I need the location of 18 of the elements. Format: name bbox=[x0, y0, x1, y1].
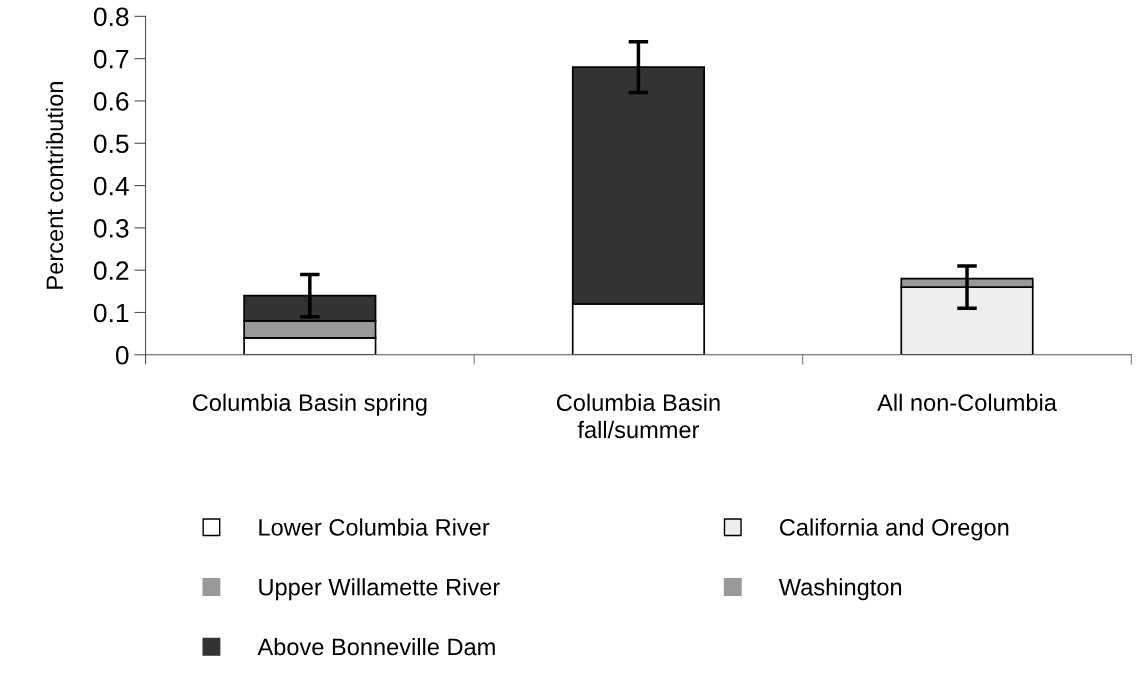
y-tick-label: 0.3 bbox=[93, 219, 129, 238]
x-tick-label: Columbia Basin spring bbox=[192, 393, 427, 416]
y-tick-label: 0.5 bbox=[93, 134, 129, 154]
legend-label: Upper Willamette River bbox=[259, 578, 500, 601]
x-tick-label: Columbia Basin fall/summer bbox=[556, 393, 720, 439]
y-tick-label: 0 bbox=[115, 345, 129, 365]
legend-label: California and Oregon bbox=[780, 518, 1009, 541]
legend-label: Washington bbox=[778, 578, 902, 601]
legend-label: Above Bonneville Dam bbox=[257, 637, 495, 656]
y-tick-label: 0.4 bbox=[93, 176, 129, 196]
y-tick-label: 0.1 bbox=[93, 303, 129, 323]
legend-label: Lower Columbia River bbox=[259, 518, 490, 536]
y-tick-label: 0.6 bbox=[93, 92, 129, 111]
x-tick-label: All non-Columbia bbox=[877, 393, 1057, 412]
y-axis-title: Percent contribution bbox=[45, 82, 64, 289]
y-tick-label: 0.8 bbox=[93, 7, 129, 27]
y-tick-label: 0.2 bbox=[93, 261, 129, 281]
y-tick-label: 0.7 bbox=[93, 49, 129, 69]
